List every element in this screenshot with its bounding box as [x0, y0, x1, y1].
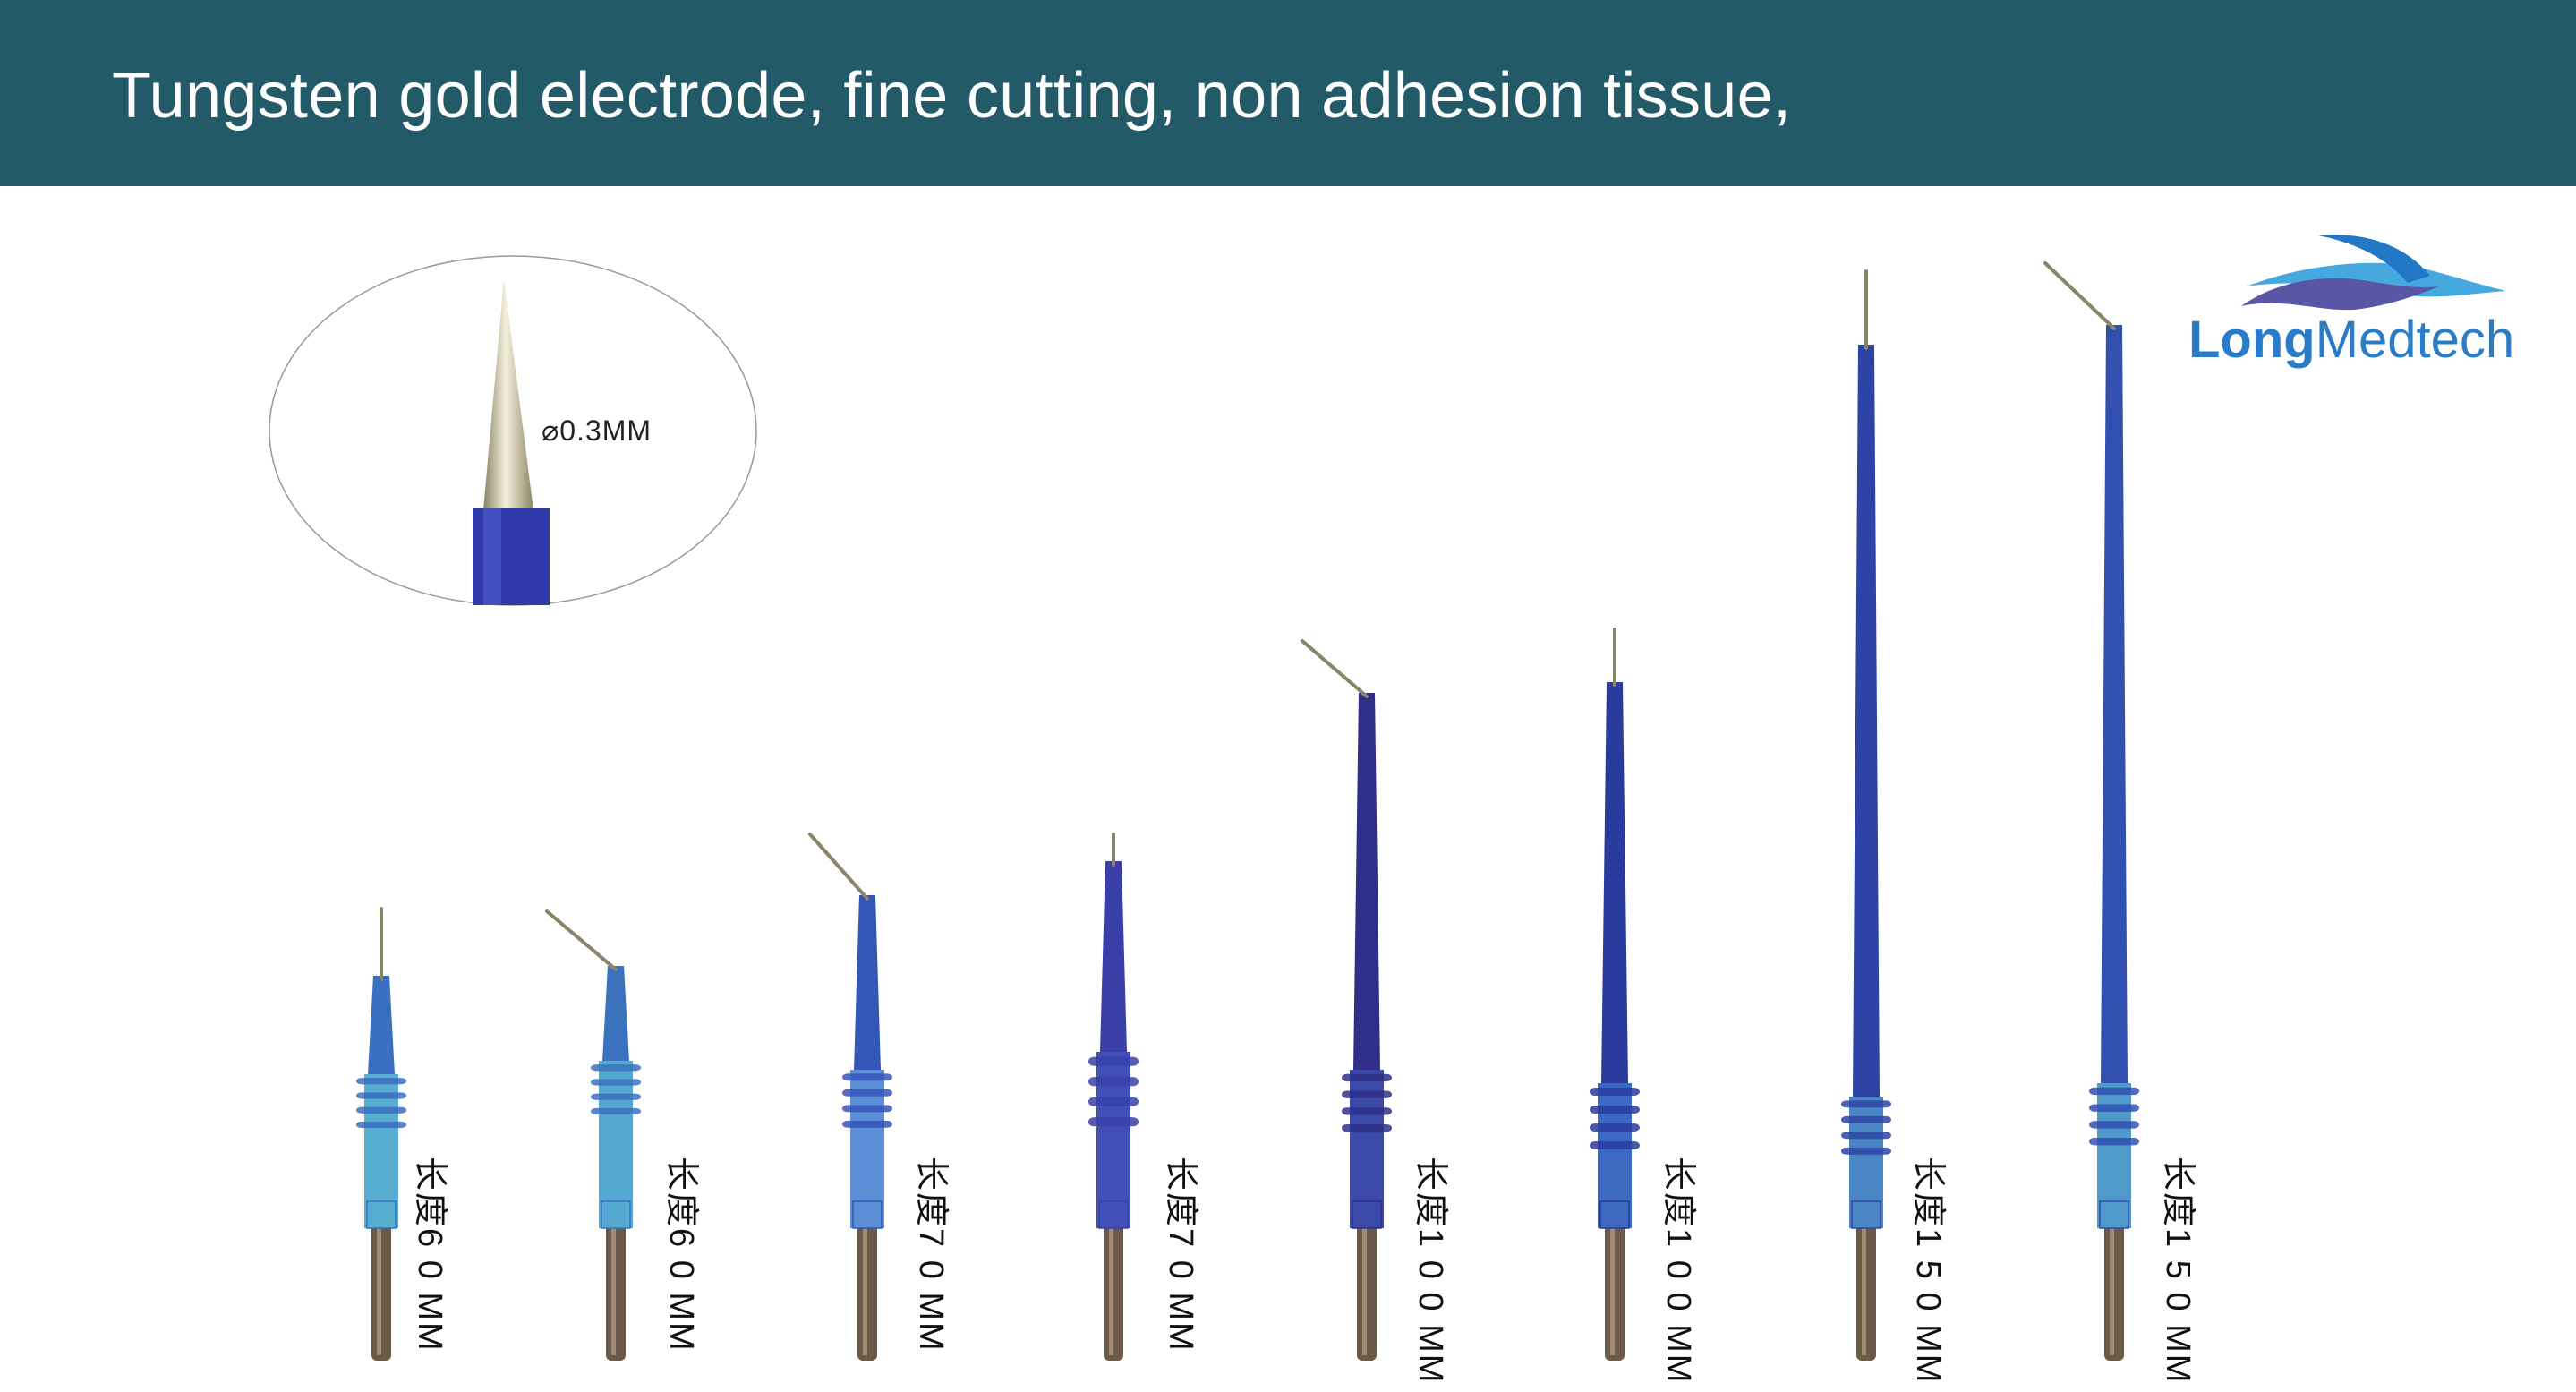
header-banner: Tungsten gold electrode, fine cutting, n… — [0, 0, 2576, 186]
pin-highlight — [377, 1228, 381, 1355]
handle-ring — [842, 1120, 892, 1128]
pin-highlight — [1109, 1228, 1113, 1355]
handle-ring — [1088, 1077, 1139, 1087]
handle-ring — [1088, 1117, 1139, 1127]
handle-end — [601, 1200, 631, 1229]
handle-ring — [1590, 1088, 1640, 1096]
handle-ring — [356, 1078, 406, 1085]
pin-highlight — [611, 1228, 616, 1355]
tip-detail-inset — [269, 255, 757, 606]
electrode-handle — [599, 1061, 633, 1228]
electrode-shaft — [2101, 325, 2128, 1083]
pin-highlight — [863, 1228, 867, 1355]
electrode — [1301, 639, 1392, 1361]
electrode-length-label: 长度1 5 0 MM — [1909, 1157, 1947, 1385]
page-title: Tungsten gold electrode, fine cutting, n… — [112, 60, 1792, 132]
handle-ring — [1841, 1115, 1891, 1123]
handle-end — [1851, 1200, 1881, 1229]
tungsten-needle — [808, 833, 869, 901]
handle-ring — [1088, 1056, 1139, 1066]
electrode-shaft — [1100, 861, 1127, 1052]
electrode-length-label: 长度6 0 MM — [411, 1157, 448, 1353]
handle-end — [1352, 1200, 1382, 1229]
handle-end — [2099, 1200, 2129, 1229]
handle-ring — [2089, 1137, 2139, 1146]
pin-highlight — [1610, 1228, 1615, 1355]
handle-end — [852, 1200, 883, 1229]
handle-ring — [1841, 1100, 1891, 1108]
handle-ring — [1088, 1097, 1139, 1106]
electrode-shaft — [368, 976, 395, 1074]
electrode — [2043, 261, 2139, 1361]
handle-ring — [591, 1064, 641, 1072]
handle-end — [366, 1200, 397, 1229]
electrode-length-label: 长度1 0 0 MM — [1659, 1157, 1697, 1385]
electrode — [808, 833, 892, 1361]
handle-ring — [1590, 1141, 1640, 1149]
diameter-label: ⌀0.3MM — [542, 414, 653, 447]
handle-ring — [591, 1107, 641, 1115]
handle-ring — [2089, 1087, 2139, 1096]
handle-ring — [1342, 1107, 1392, 1115]
handle-ring — [356, 1121, 406, 1129]
handle-ring — [1342, 1123, 1392, 1132]
handle-ring — [1590, 1106, 1640, 1114]
electrode — [1590, 628, 1640, 1361]
electrode — [545, 909, 641, 1361]
longmedtech-logo-icon — [2241, 235, 2506, 311]
pin-highlight — [1362, 1228, 1367, 1355]
handle-ring — [1590, 1123, 1640, 1132]
electrode-length-label: 长度7 0 MM — [912, 1157, 950, 1353]
logo-regular: Medtech — [2315, 311, 2515, 369]
electrode-shaft — [602, 966, 629, 1061]
handle-ring — [356, 1092, 406, 1099]
handle-end — [1599, 1200, 1630, 1229]
electrode-length-label: 长度6 0 MM — [662, 1157, 700, 1353]
electrode-shaft — [854, 895, 881, 1070]
handle-ring — [591, 1093, 641, 1100]
electrode-length-label: 长度1 0 0 MM — [1412, 1157, 1449, 1385]
electrode — [1088, 833, 1139, 1361]
handle-ring — [2089, 1104, 2139, 1112]
electrode-shaft — [1853, 345, 1880, 1097]
handle-ring — [1342, 1073, 1392, 1082]
electrode-length-label: 长度7 0 MM — [1162, 1157, 1199, 1353]
handle-ring — [1342, 1090, 1392, 1098]
electrode-length-label: 长度1 5 0 MM — [2159, 1157, 2196, 1385]
electrode-shaft — [1601, 682, 1628, 1083]
pin-highlight — [2110, 1228, 2114, 1355]
handle-ring — [1841, 1147, 1891, 1155]
logo-bold: Long — [2188, 311, 2316, 369]
electrode — [1841, 269, 1891, 1361]
pin-highlight — [1862, 1228, 1866, 1355]
handle-ring — [1841, 1132, 1891, 1140]
electrode-shaft — [1353, 693, 1380, 1070]
handle-end — [1098, 1200, 1129, 1229]
handle-ring — [842, 1105, 892, 1113]
handle-ring — [842, 1073, 892, 1081]
tungsten-needle — [545, 909, 618, 971]
logo-wordmark: LongMedtech — [2188, 310, 2514, 370]
handle-ring — [2089, 1121, 2139, 1129]
handle-ring — [356, 1106, 406, 1114]
tungsten-needle — [1301, 639, 1369, 698]
electrode — [356, 907, 406, 1361]
handle-ring — [842, 1089, 892, 1097]
handle-ring — [591, 1079, 641, 1086]
tungsten-needle — [2043, 261, 2116, 330]
